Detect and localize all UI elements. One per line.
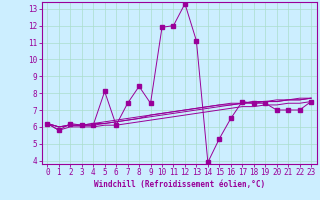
- X-axis label: Windchill (Refroidissement éolien,°C): Windchill (Refroidissement éolien,°C): [94, 180, 265, 189]
